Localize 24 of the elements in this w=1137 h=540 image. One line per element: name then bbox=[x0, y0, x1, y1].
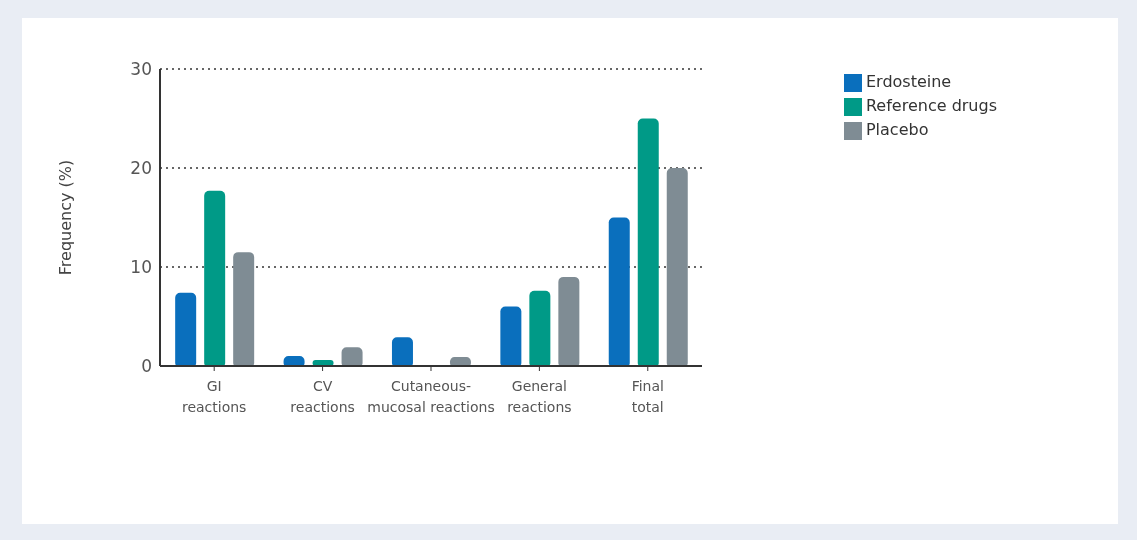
legend-label: Placebo bbox=[865, 120, 929, 139]
x-tick-label: General reactions bbox=[507, 378, 572, 415]
x-tick-label: GI reactions bbox=[181, 378, 247, 415]
y-tick-label: 10 bbox=[130, 257, 152, 278]
bar bbox=[175, 292, 197, 366]
bar bbox=[391, 337, 413, 366]
bar bbox=[233, 252, 255, 366]
legend-label: Erdosteine bbox=[865, 72, 952, 91]
bar bbox=[204, 190, 226, 366]
bar bbox=[666, 168, 688, 366]
y-tick-label: 0 bbox=[141, 356, 152, 377]
bar bbox=[608, 217, 630, 366]
y-tick-label: 30 bbox=[130, 59, 152, 80]
bar bbox=[529, 290, 551, 366]
y-tick-label: 20 bbox=[130, 158, 152, 179]
legend-label: Reference drugs bbox=[865, 96, 997, 115]
bar bbox=[637, 118, 659, 366]
y-axis-title: Frequency (%) bbox=[55, 159, 75, 276]
x-tick-label: CV reactions bbox=[290, 378, 355, 415]
x-tick-label: Final total bbox=[631, 378, 664, 415]
bar bbox=[500, 306, 522, 366]
bar bbox=[341, 347, 363, 366]
x-tick-label: Cutaneous- mucosal reactions bbox=[367, 378, 495, 415]
bar bbox=[558, 276, 580, 366]
